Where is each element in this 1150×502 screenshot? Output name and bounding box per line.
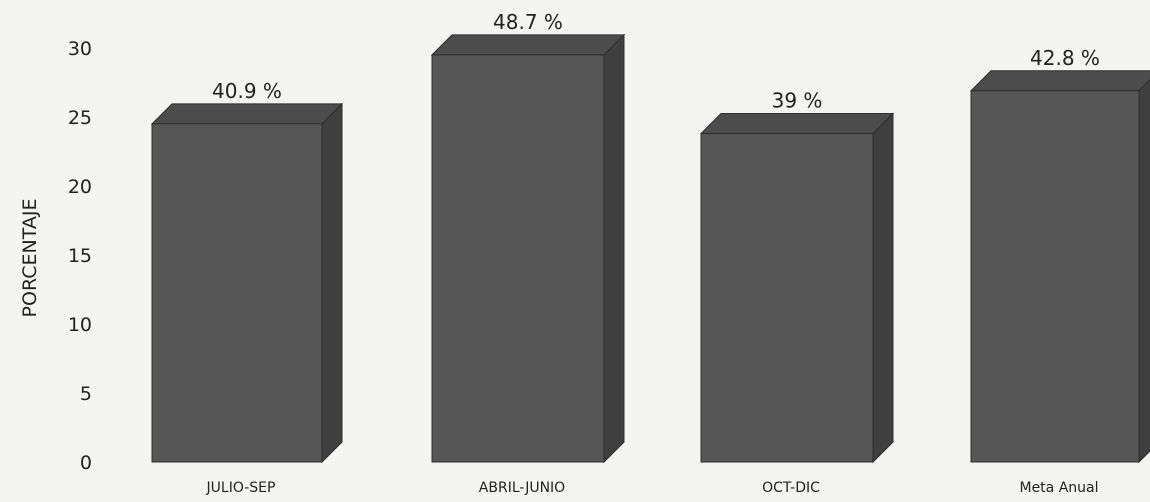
bar-top-face — [150, 103, 344, 125]
bar-side-face — [603, 33, 625, 464]
y-tick-label: 25 — [68, 107, 92, 129]
bar-side-face — [321, 102, 343, 464]
y-tick-label: 30 — [68, 38, 92, 60]
x-tick-label: ABRIL-JUNIO — [479, 480, 565, 496]
x-tick-label: Meta Anual — [1019, 480, 1098, 496]
bars — [150, 33, 1150, 464]
x-tick-label: OCT-DIC — [762, 480, 820, 496]
bar-abril-junio — [430, 33, 626, 464]
bar-side-face — [1138, 79, 1150, 464]
bar-front-face — [700, 133, 874, 463]
bar-front-face — [431, 54, 605, 463]
bar-side-face — [872, 112, 894, 464]
y-tick-label: 20 — [68, 176, 92, 198]
y-tick-label: 5 — [80, 383, 92, 405]
bar-oct-dic — [699, 112, 895, 464]
bar-top-face — [699, 113, 895, 135]
bar-top-face — [430, 34, 626, 56]
x-tick-label: JULIO-SEP — [206, 480, 276, 496]
y-tick-label: 0 — [80, 452, 92, 474]
y-axis-label-group: PORCENTAJE — [19, 199, 41, 318]
y-axis-ticks: 0 5 10 15 20 25 30 — [68, 38, 92, 474]
data-label: 48.7 % — [493, 10, 563, 34]
data-label: 39 % — [772, 89, 823, 113]
data-labels: 40.9 % 48.7 % 39 % 42.8 % — [212, 10, 1100, 113]
y-tick-label: 10 — [68, 314, 92, 336]
bar-top-face — [969, 70, 1150, 92]
y-tick-label: 15 — [68, 245, 92, 267]
x-axis-category-labels: JULIO-SEP ABRIL-JUNIO OCT-DIC Meta Anual — [206, 480, 1099, 496]
data-label: 40.9 % — [212, 79, 282, 103]
bar-julio-sep — [150, 102, 344, 464]
y-axis-label: PORCENTAJE — [19, 199, 41, 318]
data-label: 42.8 % — [1030, 46, 1100, 70]
bar-front-face — [151, 123, 323, 463]
bar-front-face — [970, 90, 1140, 463]
bar-meta-anual — [969, 70, 1150, 464]
